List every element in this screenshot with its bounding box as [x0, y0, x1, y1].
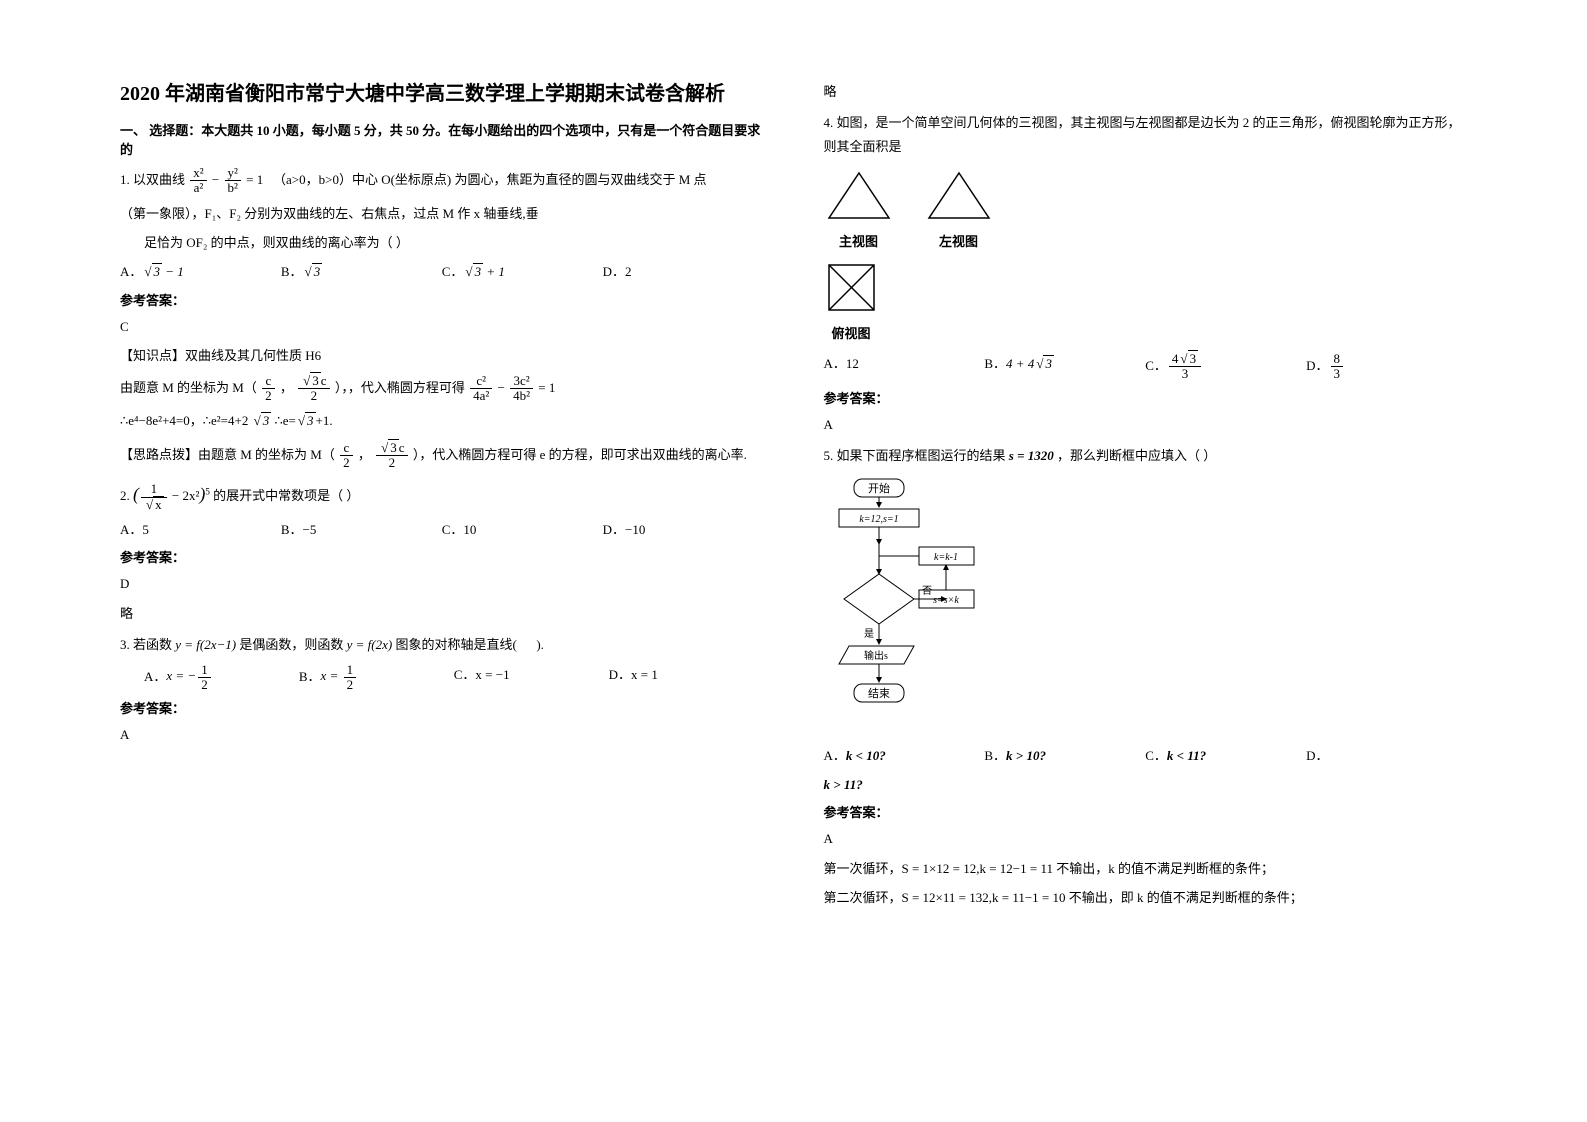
triangle-icon [924, 168, 994, 223]
q5-sol2: 第二次循环，S = 12×11 = 132,k = 11−1 = 10 不输出，… [824, 886, 1468, 909]
q5-optA: A．k < 10? [824, 744, 985, 767]
q5-s-eq: s = 1320 [1009, 448, 1054, 463]
q1-knowledge: 【知识点】双曲线及其几何性质 H6 [120, 344, 764, 367]
flowchart-diagram: 开始 k=12,s=1 k=k-1 否 s=s×k 是 输出s 结束 [824, 474, 994, 734]
q4-stem: 4. 如图，是一个简单空间几何体的三视图，其主视图与左视图都是边长为 2 的正三… [824, 111, 1468, 158]
section-1-header: 一、 选择题：本大题共 10 小题，每小题 5 分，共 50 分。在每小题给出的… [120, 120, 764, 158]
q1-formula-b: y²b² [225, 166, 241, 196]
q2-options: A．5 B．−5 C．10 D．−10 [120, 518, 764, 541]
q1-options: A．3 − 1 B．3 C．3 + 1 D．2 [120, 260, 764, 283]
q5-options-row1: A．k < 10? B．k > 10? C．k < 11? D． [824, 744, 1468, 767]
triangle-icon [824, 168, 894, 223]
q3-options: A．x = −12 B．x = 12 C．x = −1 D．x = 1 [120, 663, 764, 693]
q4-optC: C．433 [1145, 352, 1306, 382]
top-view: 俯视图 [824, 260, 879, 342]
q5-answer: A [824, 827, 1468, 850]
svg-text:k=12,s=1: k=12,s=1 [859, 514, 898, 525]
svg-text:是: 是 [864, 628, 874, 640]
q3-answer: A [120, 723, 764, 746]
q5-optD: k > 11? [824, 773, 1468, 796]
q4-optA: A．12 [824, 352, 985, 382]
q4-ref: 参考答案： [824, 388, 1468, 407]
q2-optB: B．−5 [281, 518, 442, 541]
q5-stem: 5. 如果下面程序框图运行的结果 s = 1320 ，那么判断框中应填入（ ） [824, 444, 1468, 467]
square-x-icon [824, 260, 879, 315]
q1-formula: x²a² [190, 166, 206, 196]
svg-text:输出s: 输出s [864, 649, 888, 662]
q1-optC: C．3 + 1 [442, 260, 603, 283]
q1-prefix: 1. 以双曲线 [120, 172, 185, 187]
q3-optC: C．x = −1 [454, 663, 609, 693]
right-column: 略 4. 如图，是一个简单空间几何体的三视图，其主视图与左视图都是边长为 2 的… [794, 80, 1488, 1082]
three-views-row2: 俯视图 [824, 260, 1468, 342]
q5-sol1: 第一次循环，S = 1×12 = 12,k = 12−1 = 11 不输出，k … [824, 857, 1468, 880]
q1-sol2: ∴e⁴−8e²+4=0，∴e²=4+2 3 ∴e=3+1. [120, 409, 764, 432]
q5-optB: B．k > 10? [984, 744, 1145, 767]
main-view-label: 主视图 [824, 231, 894, 250]
q5-optD-label: D． [1306, 744, 1467, 767]
q1-sol1: 由题意 M 的坐标为 M（ c2 ， 3c2 ），，代入椭圆方程可得 c²4a²… [120, 374, 764, 404]
q1-stem: 1. 以双曲线 x²a² − y²b² = 1 （a>0，b>0）中心 O(坐标… [120, 166, 764, 196]
q1-cont3: 足恰为 OF₂ 的中点，则双曲线的离心率为（ ） [120, 231, 764, 254]
col2-note: 略 [824, 80, 1468, 103]
left-view: 左视图 [924, 168, 994, 250]
q1-optB: B．3 [281, 260, 442, 283]
q1-optA: A．3 − 1 [120, 260, 281, 283]
main-view: 主视图 [824, 168, 894, 250]
q3-optB: B．x = 12 [299, 663, 454, 693]
q1-ref: 参考答案： [120, 290, 764, 309]
q2-ref: 参考答案： [120, 547, 764, 566]
q4-optD: D．83 [1306, 352, 1467, 382]
q3-optD: D．x = 1 [609, 663, 764, 693]
q4-optB: B．4 + 43 [984, 352, 1145, 382]
q3-ref: 参考答案： [120, 698, 764, 717]
svg-text:否: 否 [922, 585, 932, 597]
three-views-row1: 主视图 左视图 [824, 168, 1468, 250]
q1-optD: D．2 [603, 260, 764, 283]
q2-answer: D [120, 572, 764, 595]
svg-text:k=k-1: k=k-1 [934, 552, 958, 563]
svg-text:开始: 开始 [868, 481, 890, 495]
q4-options: A．12 B．4 + 43 C．433 D．83 [824, 352, 1468, 382]
top-view-label: 俯视图 [824, 323, 879, 342]
q1-sol3: 【思路点拨】由题意 M 的坐标为 M（ c2 ， 3c2 ），代入椭圆方程可得 … [120, 441, 764, 471]
q2-note: 略 [120, 602, 764, 625]
q1-cont1: （a>0，b>0）中心 O(坐标原点) 为圆心，焦距为直径的圆与双曲线交于 M … [273, 172, 707, 187]
q2-optA: A．5 [120, 518, 281, 541]
svg-text:结束: 结束 [868, 687, 890, 700]
q3-stem: 3. 若函数 y = f(2x−1) 是偶函数，则函数 y = f(2x) 图象… [120, 633, 764, 656]
q2-stem: 2. (1x − 2x²)5 的展开式中常数项是（ ） [120, 478, 764, 512]
q3-optA: A．x = −12 [144, 663, 299, 693]
q5-optC: C．k < 11? [1145, 744, 1306, 767]
q4-answer: A [824, 413, 1468, 436]
svg-text:s=s×k: s=s×k [933, 595, 959, 606]
left-column: 2020 年湖南省衡阳市常宁大塘中学高三数学理上学期期末试卷含解析 一、 选择题… [100, 80, 794, 1082]
q1-answer: C [120, 315, 764, 338]
q2-optD: D．−10 [603, 518, 764, 541]
left-view-label: 左视图 [924, 231, 994, 250]
q1-cont2: （第一象限），F₁、F₂ 分别为双曲线的左、右焦点，过点 M 作 x 轴垂线,垂 [120, 202, 764, 225]
q5-ref: 参考答案： [824, 802, 1468, 821]
page-title: 2020 年湖南省衡阳市常宁大塘中学高三数学理上学期期末试卷含解析 [120, 80, 764, 108]
q2-optC: C．10 [442, 518, 603, 541]
